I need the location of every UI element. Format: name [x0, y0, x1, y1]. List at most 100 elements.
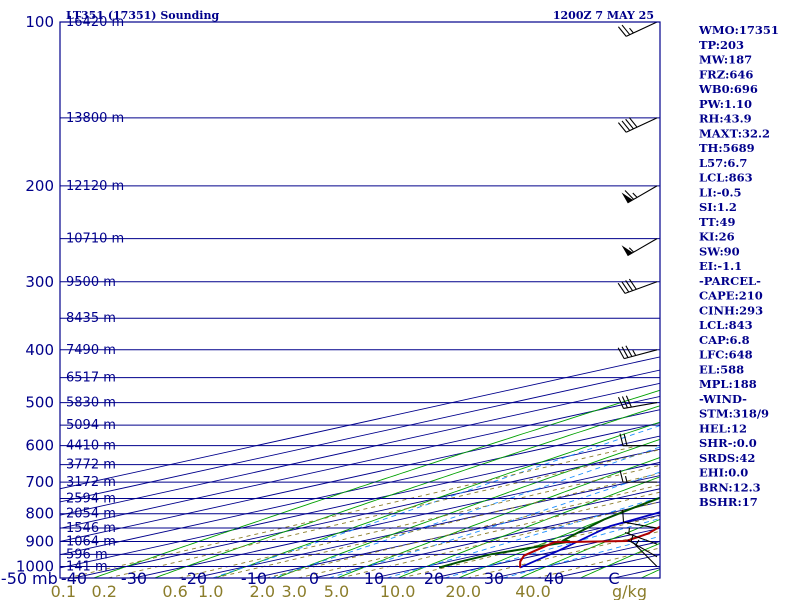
pressure-tick-label: 600	[25, 437, 54, 455]
wind-barb-staff	[624, 349, 658, 360]
index-value: FRZ:646	[699, 67, 753, 81]
mixing-ratio-tick-label: 40.0	[515, 582, 551, 600]
height-level-label: 2054 m	[66, 507, 116, 522]
wind-barb	[627, 535, 658, 558]
temperature-line	[519, 525, 660, 568]
index-value: WB0:696	[698, 82, 758, 96]
mixing-ratio-tick-label: 3.0	[282, 582, 307, 600]
isotherm-line	[60, 422, 660, 556]
isotherm-line	[60, 382, 660, 516]
index-value: -PARCEL-	[699, 274, 761, 288]
index-value: -WIND-	[699, 392, 747, 406]
mixing-ratio-tick-label: 1.0	[198, 582, 223, 600]
isotherm-line	[60, 409, 660, 542]
index-value: LFC:648	[699, 348, 753, 362]
index-value: CAPE:210	[699, 289, 763, 303]
mixing-ratio-line	[178, 464, 660, 578]
wind-barb-flag	[617, 282, 626, 294]
dry-adiabat-line	[519, 518, 660, 578]
height-level-label: 13800 m	[66, 111, 124, 126]
index-value: MPL:188	[699, 377, 757, 391]
wind-barb-staff	[623, 521, 658, 529]
index-value: HEL:12	[699, 421, 747, 435]
moist-adiabat-line	[271, 446, 660, 578]
mixing-ratio-line	[298, 491, 660, 578]
height-level-label: 7490 m	[66, 343, 116, 358]
index-value: EL:588	[699, 362, 744, 376]
index-value: RH:43.9	[699, 112, 752, 126]
height-level-label: 9500 m	[66, 275, 116, 290]
wind-barb	[619, 433, 657, 447]
mixing-ratio-line	[401, 515, 660, 578]
wind-barb-flag	[617, 347, 625, 359]
mixing-ratio-line	[108, 449, 660, 578]
wind-barb-flag	[624, 190, 635, 200]
isotherm-line	[60, 369, 660, 503]
height-level-label: 4410 m	[66, 439, 116, 454]
temperature-tick-label: 30	[484, 569, 504, 588]
wind-barb-half-flag	[629, 27, 634, 34]
index-value: BRN:12.3	[699, 480, 761, 494]
mixing-ratio-tick-label: 0.1	[51, 582, 76, 600]
wind-barb-flag	[617, 26, 627, 37]
height-level-label: 1064 m	[66, 535, 116, 550]
parcel-trace-line	[519, 511, 660, 569]
wind-barb-flag	[628, 278, 637, 290]
wind-barb-pennant	[621, 245, 633, 256]
mixing-ratio-line	[536, 547, 660, 578]
wind-barb-staff	[625, 21, 658, 37]
mixing-ratio-tick-label: 0.6	[162, 582, 187, 600]
wind-layer	[617, 21, 658, 567]
wind-barb-staff	[627, 185, 658, 204]
wind-barb-flag	[622, 509, 625, 523]
temperature-tick-label: -40	[61, 569, 87, 588]
pressure-tick-label: 400	[25, 341, 54, 359]
pressure-tick-label: 1000	[16, 557, 54, 575]
temperature-tick-label: 0	[309, 569, 319, 588]
plot-frame	[59, 21, 661, 579]
mixing-ratio-tick-label: 2.0	[250, 582, 275, 600]
wind-barb-flag	[617, 396, 625, 409]
wind-barb-flag	[621, 396, 628, 408]
grid-layer	[60, 22, 660, 578]
index-value: EHI:0.0	[699, 466, 748, 480]
mixing-ratio-line	[340, 501, 660, 578]
sounding-time: 1200Z 7 MAY 25	[553, 9, 654, 22]
index-value: CINH:293	[699, 303, 763, 317]
index-value: SRDS:42	[699, 451, 755, 465]
height-level-label: 6517 m	[66, 371, 116, 386]
wind-barb-staff	[625, 117, 658, 133]
mixing-ratio-unit-label: g/kg	[612, 582, 647, 600]
wind-barb-half-flag	[632, 192, 638, 198]
dry-adiabat-line	[154, 405, 660, 578]
profile-layer	[438, 496, 660, 569]
wind-barb	[617, 395, 658, 410]
index-value: PW:1.10	[699, 97, 752, 111]
temperature-tick-label: -50	[1, 569, 27, 588]
height-level-label: 16420 m	[66, 15, 124, 30]
station-title: LT351 (17351) Sounding	[66, 9, 219, 22]
wind-barb-pennant	[621, 192, 633, 203]
index-value: LCL:843	[699, 318, 753, 332]
wind-barb	[621, 238, 658, 257]
pressure-tick-label: 900	[25, 533, 54, 551]
dry-adiabat-line	[215, 421, 660, 578]
height-level-label: 5830 m	[66, 396, 116, 411]
dry-adiabat-line	[458, 496, 660, 578]
wind-barb-flag	[623, 433, 628, 446]
dry-adiabat-line	[397, 476, 660, 578]
wind-barb-flag	[625, 118, 634, 130]
mixing-ratio-line	[214, 472, 660, 578]
height-level-label: 12120 m	[66, 179, 124, 194]
wind-barb-staff	[627, 238, 658, 257]
index-value: LI:-0.5	[699, 185, 742, 199]
wind-barb-staff	[627, 539, 658, 558]
index-value: TP:203	[699, 38, 744, 52]
wind-barb-flag	[621, 24, 631, 36]
wind-barb-half-flag	[630, 535, 634, 542]
pressure-tick-label: 700	[25, 473, 54, 491]
height-level-label: 5094 m	[66, 418, 116, 433]
index-value: MW:187	[699, 53, 752, 67]
dry-adiabat-line	[93, 389, 660, 578]
